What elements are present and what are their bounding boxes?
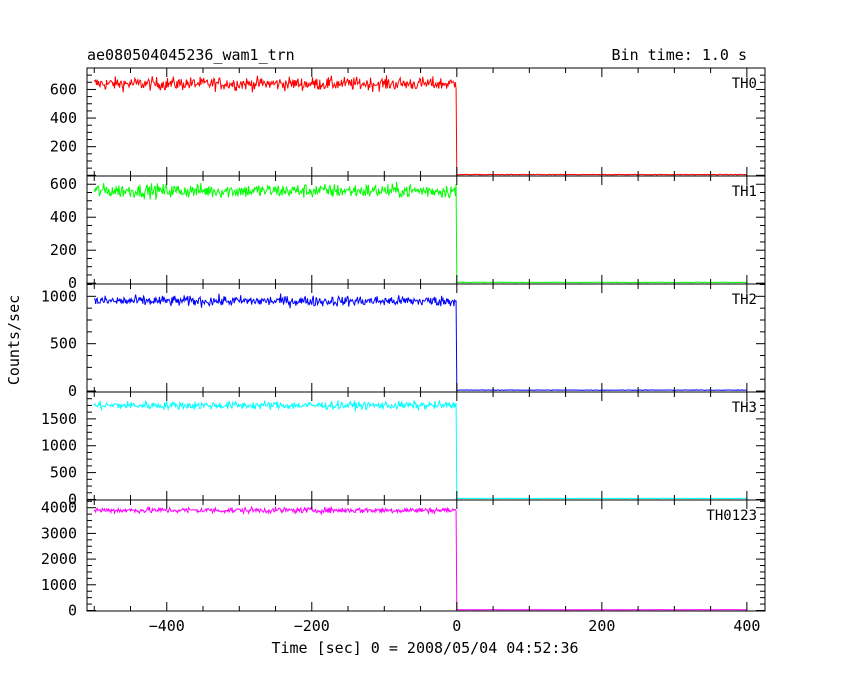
y-tick-label: 1000 [41, 287, 77, 305]
series-label-th0: TH0 [732, 76, 757, 92]
chart-title: ae080504045236_wam1_trn [87, 46, 295, 64]
panel-th2: 0 500 1000 TH2 [41, 283, 766, 400]
series-line-th0 [93, 75, 747, 176]
x-tick-label: −200 [294, 617, 330, 635]
panel-frame [86, 499, 766, 612]
y-tick-label: 600 [50, 80, 77, 98]
y-tick-label: 0 [68, 601, 77, 619]
series-line-th1 [93, 181, 748, 284]
y-tick-label: 200 [50, 241, 77, 259]
series-label-th1: TH1 [732, 184, 757, 200]
panel-th0: 200 400 600 TH0 [50, 67, 766, 177]
y-tick-label: 1500 [41, 410, 77, 428]
panels: 200 400 600 TH0 0 200 400 600 TH1 0 500 1000 TH2 0 500… [41, 67, 766, 635]
panel-th1: 0 200 400 600 TH1 [50, 175, 766, 292]
series-label-th0123: TH0123 [706, 508, 757, 524]
bin-time-label: Bin time: 1.0 s [612, 46, 747, 64]
y-tick-label: 500 [50, 335, 77, 353]
panel-frame [86, 283, 766, 393]
x-tick-label: 200 [588, 617, 615, 635]
y-tick-label: 1000 [41, 437, 77, 455]
y-axis-title: Counts/sec [5, 295, 23, 385]
y-tick-label: 0 [68, 490, 77, 508]
series-line-th2 [93, 293, 747, 392]
y-tick-label: 0 [68, 274, 77, 292]
y-tick-label: 200 [50, 138, 77, 156]
x-axis-title: Time [sec] 0 = 2008/05/04 04:52:36 [271, 639, 578, 657]
series-label-th2: TH2 [732, 292, 757, 308]
y-tick-label: 400 [50, 208, 77, 226]
y-tick-label: 4000 [41, 499, 77, 517]
x-tick-label: 400 [733, 617, 760, 635]
panel-th0123: 0 1000 2000 3000 4000 TH0123 [41, 499, 766, 619]
series-line-th3 [93, 399, 747, 500]
y-tick-label: 500 [50, 464, 77, 482]
y-tick-label: 2000 [41, 550, 77, 568]
y-tick-label: 600 [50, 175, 77, 193]
y-tick-label: 0 [68, 382, 77, 400]
x-tick-label: −400 [149, 617, 185, 635]
y-tick-label: 3000 [41, 524, 77, 542]
panel-frame [86, 391, 766, 501]
y-tick-label: 1000 [41, 576, 77, 594]
panel-th3: 0 500 1000 1500 TH3 [41, 391, 766, 508]
x-tick-label: 0 [452, 617, 461, 635]
y-tick-label: 400 [50, 109, 77, 127]
series-line-th0123 [93, 505, 747, 611]
series-label-th3: TH3 [732, 400, 757, 416]
